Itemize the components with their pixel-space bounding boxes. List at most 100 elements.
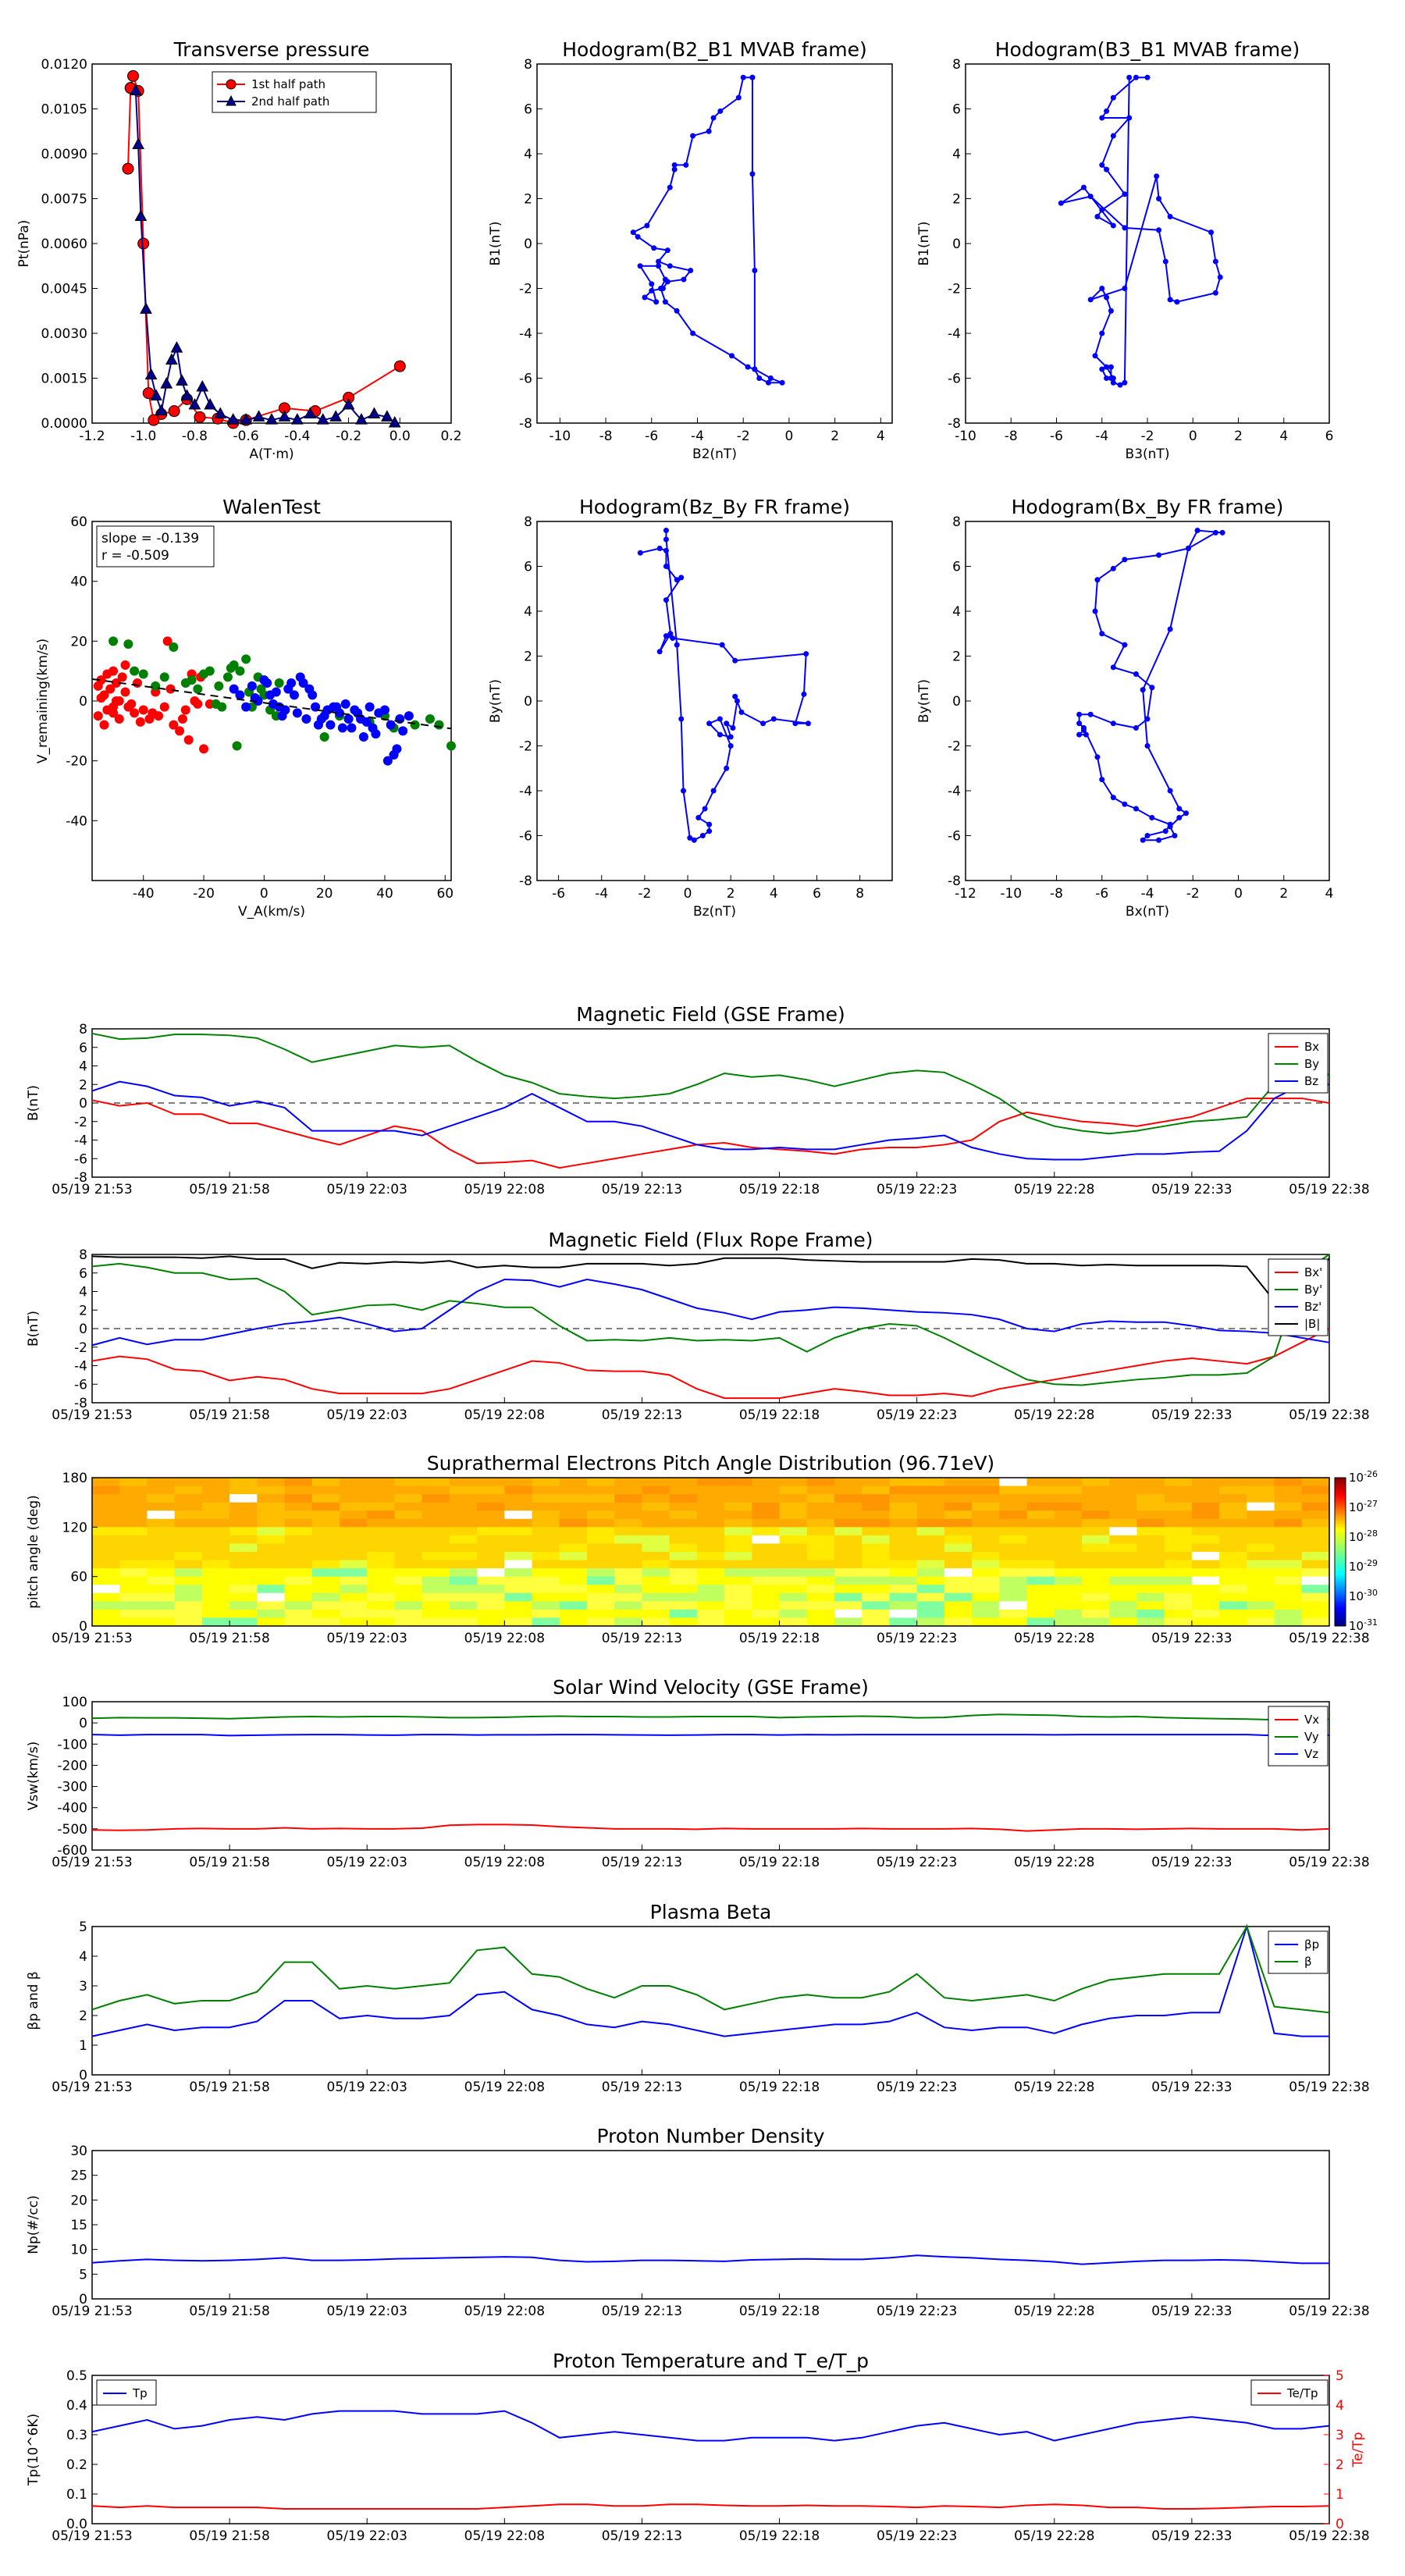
- hodogram-point: [687, 834, 693, 841]
- data-point: [355, 413, 368, 425]
- time-tick-label: 05/19 22:33: [1151, 1182, 1232, 1197]
- heatmap-cell: [752, 1609, 781, 1618]
- walen-point: [235, 666, 245, 676]
- y-tick-label: 0: [79, 2292, 87, 2307]
- heatmap-cell: [1054, 1494, 1083, 1503]
- heatmap-cell: [862, 1510, 890, 1520]
- y-tick-label: -8: [74, 1396, 87, 1411]
- time-tick-label: 05/19 22:33: [1151, 1855, 1232, 1870]
- heatmap-cell: [1082, 1601, 1110, 1610]
- heatmap-cell: [257, 1494, 286, 1503]
- hodogram-point: [1183, 810, 1190, 817]
- heatmap-cell: [889, 1518, 918, 1528]
- heatmap-cell: [1301, 1568, 1330, 1578]
- heatmap-cell: [174, 1494, 203, 1503]
- time-tick-label: 05/19 22:13: [602, 1631, 682, 1646]
- heatmap-cell: [862, 1601, 890, 1610]
- time-tick-label: 05/19 22:38: [1289, 2528, 1369, 2544]
- heatmap-cell: [862, 1543, 890, 1553]
- walen-point: [214, 681, 224, 691]
- walen-point: [311, 702, 321, 712]
- y-tick-label: 0.0120: [41, 57, 87, 73]
- heatmap-cell: [862, 1485, 890, 1495]
- heatmap-cell: [1274, 1485, 1303, 1495]
- hodogram-point: [663, 564, 669, 569]
- time-tick-label: 05/19 21:58: [189, 1407, 269, 1423]
- heatmap-cell: [1301, 1535, 1330, 1544]
- heatmap-cell: [559, 1601, 588, 1610]
- heatmap-cell: [284, 1478, 313, 1487]
- heatmap-cell: [642, 1518, 670, 1528]
- heatmap-cell: [147, 1592, 176, 1602]
- y-axis-label: By(nT): [488, 679, 503, 723]
- walen-point: [130, 666, 140, 676]
- heatmap-cell: [806, 1576, 835, 1585]
- time-tick-label: 05/19 21:53: [52, 1855, 132, 1870]
- heatmap-cell: [834, 1543, 863, 1553]
- heatmap-cell: [1026, 1543, 1055, 1553]
- time-tick-label: 05/19 22:28: [1014, 1631, 1094, 1646]
- heatmap-cell: [752, 1543, 781, 1553]
- hodogram-point: [1080, 725, 1087, 731]
- heatmap-cell: [1247, 1494, 1275, 1503]
- heatmap-cell: [229, 1560, 258, 1569]
- heatmap-cell: [340, 1601, 368, 1610]
- legend: βp β: [1268, 1930, 1329, 1974]
- series-Bz': [91, 1279, 1330, 1347]
- heatmap-cell: [1054, 1617, 1083, 1627]
- legend-label: Te/Tp: [1286, 2386, 1318, 2400]
- heatmap-cell: [367, 1552, 395, 1561]
- heatmap-cell: [477, 1560, 505, 1569]
- heatmap-cell: [504, 1617, 533, 1627]
- walen-point: [343, 714, 354, 724]
- series-line-1: [134, 91, 396, 424]
- heatmap-cell: [201, 1601, 230, 1610]
- time-tick-label: 05/19 22:23: [877, 2528, 957, 2544]
- heatmap-cell: [752, 1617, 781, 1627]
- heatmap-cell: [174, 1478, 203, 1487]
- y-tick-label: -40: [66, 813, 87, 829]
- hodogram-point: [663, 528, 669, 533]
- hodogram-point: [674, 308, 680, 314]
- heatmap-cell: [1247, 1527, 1275, 1536]
- x-tick-label: -0.6: [233, 429, 259, 444]
- colorbar-tick-label: 10-27: [1349, 1499, 1378, 1515]
- heatmap-cell: [119, 1502, 148, 1511]
- walen-point: [138, 669, 148, 679]
- heatmap-cell: [284, 1494, 313, 1503]
- heatmap-cell: [972, 1502, 1000, 1511]
- heatmap-cell: [944, 1527, 973, 1536]
- heatmap-cell: [1191, 1494, 1220, 1503]
- heatmap-cell: [1219, 1576, 1247, 1585]
- data-point: [214, 407, 227, 418]
- hodogram-point: [1167, 297, 1173, 303]
- heatmap-cell: [257, 1592, 286, 1602]
- x-tick-label: -0.8: [182, 429, 208, 444]
- walen-point: [382, 756, 393, 766]
- heatmap-cell: [669, 1592, 698, 1602]
- time-tick-label: 05/19 21:53: [52, 2080, 132, 2095]
- heatmap-cell: [642, 1568, 670, 1578]
- data-point: [194, 411, 206, 423]
- hodogram-point: [1058, 200, 1064, 206]
- walen-point: [175, 726, 185, 736]
- heatmap-cell: [724, 1478, 752, 1487]
- hodogram-point: [710, 788, 717, 794]
- y-tick-label: 6: [524, 102, 532, 118]
- heatmap-cell: [806, 1552, 835, 1561]
- colorbar-tick-label: 10-31: [1349, 1617, 1378, 1634]
- x-tick-label: 20: [316, 886, 333, 902]
- walen-point: [347, 723, 357, 733]
- heatmap-cell: [752, 1552, 781, 1561]
- heatmap-cell: [1136, 1609, 1165, 1618]
- walen-point: [108, 666, 119, 676]
- heatmap-cell: [394, 1568, 423, 1578]
- heatmap-cell: [1164, 1494, 1193, 1503]
- heatmap-cell: [174, 1585, 203, 1594]
- legend-marker: [226, 79, 237, 90]
- heatmap-cell: [1136, 1494, 1165, 1503]
- y-tick-label: 4: [524, 604, 532, 620]
- hodogram-point: [1122, 225, 1128, 231]
- y-tick-label: 4: [952, 604, 961, 620]
- heatmap-cell: [174, 1535, 203, 1544]
